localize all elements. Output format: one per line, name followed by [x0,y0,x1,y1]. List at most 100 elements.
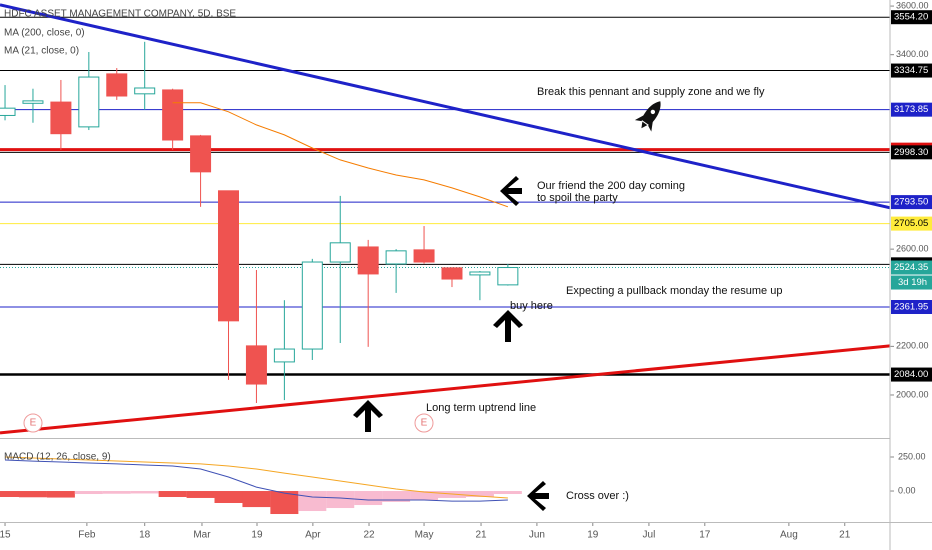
macd-histogram-bar [382,491,411,502]
earnings-marker: E [414,413,434,433]
y-tick-label: 2000.00 [896,389,929,399]
macd-histogram-bar [270,491,299,515]
x-tick-label: Jul [643,530,656,541]
macd-histogram-bar [74,491,103,495]
candle-body [441,267,463,280]
arrow-left [500,176,522,206]
candle-body [329,242,351,263]
candle-body [273,348,295,363]
macd-histogram-bar [354,491,383,506]
price-label: 3334.75 [894,65,928,76]
candle-body [218,190,240,322]
price-label: 2705.05 [894,218,928,229]
y-tick-label: 2600.00 [896,244,929,254]
macd-histogram-bar [410,491,439,500]
candle-body [134,87,156,95]
price-label-box [891,300,932,315]
indicator-label: MA (21, close, 0) [4,46,79,57]
candle-body [190,135,212,173]
macd-histogram-bar [130,491,159,494]
candle-body [162,89,184,141]
price-label: 2084.00 [894,369,928,380]
annotation: Cross over :) [566,490,629,502]
arrow-left [527,481,549,511]
candle-body [301,261,323,350]
signal-line [4,456,508,499]
candle-body [469,271,491,276]
macd-histogram-bar [298,491,327,512]
earnings-marker: E [23,413,43,433]
indicator-label: MA (200, close, 0) [4,28,85,39]
arrow-up [493,310,523,342]
rocket-icon [634,101,661,132]
earnings-label: E [421,418,428,429]
price-label-box [891,260,932,275]
price-label-box [891,63,932,78]
price-label: 2793.50 [894,197,928,208]
candle-body [106,73,128,97]
macd-histogram-bar [465,491,494,498]
y-tick-label: 3600.00 [896,0,929,10]
ma-line [172,102,509,208]
macd-histogram-bar [242,491,271,508]
candle-body [497,267,519,286]
price-label-box [891,102,932,117]
annotation: Our friend the 200 day coming [537,180,685,192]
macd-histogram-bar [186,491,215,498]
price-label-box [891,367,932,382]
trendline [0,344,891,435]
macd-histogram-bar [158,491,187,498]
annotation: Break this pennant and supply zone and w… [537,86,765,98]
candle-body [413,249,435,263]
trendline [0,3,891,210]
candle-body [0,107,16,116]
macd-histogram-bar [46,491,75,498]
candle-body [245,345,267,385]
annotation: to spoil the party [537,192,618,204]
arrow-up [353,400,383,432]
macd-histogram-bar [326,491,355,509]
price-label: 2361.95 [894,302,928,313]
x-tick-label: Feb [78,530,96,541]
annotation: Expecting a pullback monday the resume u… [566,285,782,297]
y2-tick-label: 0.00 [898,485,916,495]
macd-histogram-bar [18,491,47,498]
x-tick-label: 18 [139,530,151,541]
candle-body [22,100,44,104]
candle-body [385,250,407,265]
x-tick-label: 22 [363,530,375,541]
price-label: 3173.85 [894,104,928,115]
price-label: 2524.35 [894,262,928,273]
annotation: Long term uptrend line [426,402,536,414]
y2-tick-label: 250.00 [898,451,926,461]
macd-line [4,459,508,502]
price-label-box [891,195,932,210]
countdown-box [891,275,932,290]
y-tick-label: 2200.00 [896,341,929,351]
x-tick-label: Aug [780,530,798,541]
macd-title: MACD (12, 26, close, 9) [4,452,111,463]
x-tick-label: Jun [529,530,545,541]
x-tick-label: Apr [305,530,321,541]
candle-body [357,246,379,275]
price-label-box [891,10,932,25]
x-tick-label: Mar [193,530,211,541]
macd-histogram-bar [102,491,131,494]
x-tick-label: 17 [699,530,711,541]
price-label: 2998.30 [894,147,928,158]
x-tick-label: May [415,530,434,541]
macd-histogram-bar [493,491,522,495]
countdown-label: 3d 19h [898,277,927,288]
candle-body [50,101,72,135]
x-tick-label: 15 [0,530,11,541]
y-tick-label: 3400.00 [896,49,929,59]
price-label-box [891,216,932,231]
x-tick-label: 19 [587,530,599,541]
price-label: 3554.20 [894,12,928,23]
earnings-label: E [30,418,37,429]
x-tick-label: 21 [839,530,851,541]
chart-title: HDFC ASSET MANAGEMENT COMPANY, 5D, BSE [4,9,236,20]
x-tick-label: 21 [475,530,487,541]
macd-histogram-bar [214,491,243,503]
